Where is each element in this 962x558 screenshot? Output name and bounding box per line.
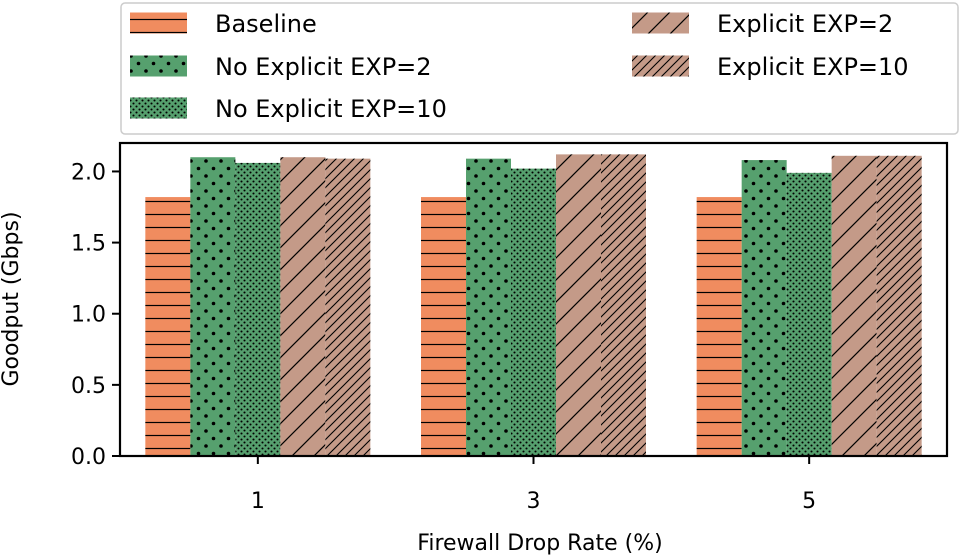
y-tick-label: 2.0 <box>71 160 106 185</box>
y-tick-label: 0.5 <box>71 374 106 399</box>
x-tick-label: 5 <box>802 489 816 514</box>
y-tick-label: 0.0 <box>71 445 106 470</box>
y-axis-label: Goodput (Gbps) <box>0 211 24 386</box>
bar-hatch-no-explicit-exp-10-3 <box>511 168 556 457</box>
bar-hatch-explicit-exp-2-3 <box>556 154 601 456</box>
y-axis: 0.0 0.5 1.0 1.5 2.0 <box>71 160 120 470</box>
x-tick-label: 1 <box>251 489 265 514</box>
bar-hatch-explicit-exp-10-3 <box>601 154 646 456</box>
plot-area <box>145 154 922 457</box>
legend: Baseline No Explicit EXP=2 No Explicit EXP… <box>120 2 959 135</box>
x-axis-label: Firewall Drop Rate (%) <box>417 531 662 556</box>
legend-frame <box>120 2 959 135</box>
bar-hatch-baseline-3 <box>421 197 466 456</box>
legend-swatch-hatch-no-explicit-exp-10 <box>130 97 187 119</box>
legend-label-explicit-exp-10: Explicit EXP=10 <box>717 53 909 81</box>
bar-hatch-no-explicit-exp-10-5 <box>786 172 832 457</box>
legend-label-no-explicit-exp-2: No Explicit EXP=2 <box>215 53 432 81</box>
bar-hatch-no-explicit-exp-10-1 <box>235 162 281 456</box>
bar-hatch-explicit-exp-2-1 <box>280 157 326 456</box>
legend-swatch-hatch-explicit-exp-10 <box>632 55 689 77</box>
bar-hatch-explicit-exp-10-1 <box>325 158 371 456</box>
bar-hatch-baseline-1 <box>145 197 191 456</box>
bar-hatch-no-explicit-exp-2-5 <box>741 160 787 456</box>
legend-swatch-hatch-explicit-exp-2 <box>632 12 689 34</box>
x-axis: 1 3 5 <box>251 456 816 514</box>
y-tick-label: 1.0 <box>71 303 106 328</box>
legend-swatch-hatch-no-explicit-exp-2 <box>130 55 187 77</box>
bar-hatch-baseline-5 <box>696 197 742 456</box>
legend-label-baseline: Baseline <box>215 10 317 38</box>
x-tick-label: 3 <box>527 489 541 514</box>
bar-hatch-explicit-exp-10-5 <box>876 155 922 456</box>
bar-hatch-explicit-exp-2-5 <box>831 155 877 456</box>
bar-hatch-no-explicit-exp-2-3 <box>466 158 511 456</box>
bar-hatch-no-explicit-exp-2-1 <box>190 157 236 456</box>
legend-swatch-hatch-baseline <box>130 12 187 34</box>
plot-frame <box>118 141 949 458</box>
y-tick-label: 1.5 <box>71 232 106 257</box>
legend-label-no-explicit-exp-10: No Explicit EXP=10 <box>215 95 447 123</box>
legend-label-explicit-exp-2: Explicit EXP=2 <box>717 10 893 38</box>
